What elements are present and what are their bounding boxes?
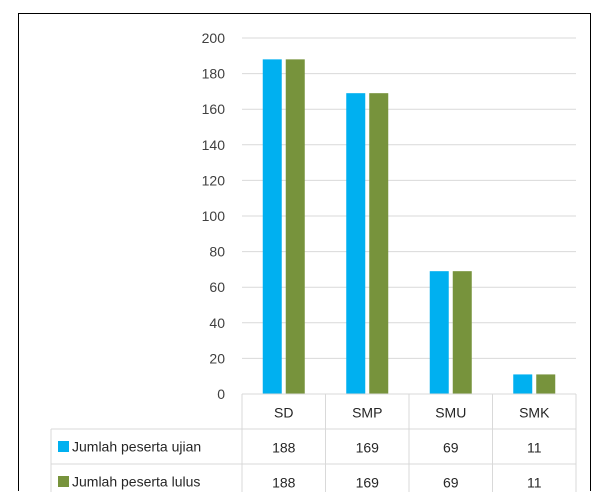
y-tick-label: 100 bbox=[202, 208, 226, 224]
y-axis: 0 20 40 60 80 100 120 140 160 180 200 bbox=[202, 30, 226, 402]
legend-swatch bbox=[58, 441, 69, 452]
chart-frame: 0 20 40 60 80 100 120 140 160 180 200 SD SMP SMU SMK J… bbox=[18, 13, 591, 492]
data-table-value: 188 bbox=[272, 475, 296, 491]
data-table-value: 69 bbox=[443, 475, 459, 491]
data-table: SD SMP SMU SMK Jumlah peserta ujian 188 169 69 1… bbox=[50, 393, 577, 492]
y-tick-label: 0 bbox=[217, 386, 225, 402]
data-table-value: 11 bbox=[527, 440, 542, 456]
data-table-value: 11 bbox=[527, 475, 542, 491]
data-table-value: 69 bbox=[443, 440, 459, 456]
data-table-value: 169 bbox=[356, 440, 380, 456]
bar-ujian-smu bbox=[429, 271, 449, 394]
bar-lulus-smk bbox=[536, 374, 556, 394]
bar-lulus-smu bbox=[452, 271, 472, 394]
x-category-label: SMK bbox=[519, 405, 550, 421]
bar-lulus-smp bbox=[369, 93, 389, 395]
y-tick-label: 20 bbox=[209, 350, 225, 366]
y-tick-label: 120 bbox=[202, 172, 226, 188]
data-table-value: 188 bbox=[272, 440, 296, 456]
legend-label: Jumlah peserta lulus bbox=[72, 474, 200, 490]
y-tick-label: 80 bbox=[209, 244, 225, 260]
y-tick-label: 140 bbox=[202, 137, 226, 153]
data-table-value: 169 bbox=[356, 475, 380, 491]
y-tick-label: 40 bbox=[209, 315, 225, 331]
bars bbox=[262, 59, 556, 395]
x-category-label: SMU bbox=[435, 405, 466, 421]
y-tick-label: 180 bbox=[202, 66, 226, 82]
bar-lulus-sd bbox=[285, 59, 305, 395]
bar-ujian-smk bbox=[513, 374, 533, 394]
y-tick-label: 160 bbox=[202, 101, 226, 117]
bar-chart: 0 20 40 60 80 100 120 140 160 180 200 SD SMP SMU SMK J… bbox=[50, 30, 577, 492]
y-tick-label: 200 bbox=[202, 30, 226, 46]
bar-ujian-sd bbox=[262, 59, 282, 395]
bar-ujian-smp bbox=[346, 93, 366, 395]
legend-swatch bbox=[58, 476, 69, 487]
y-tick-label: 60 bbox=[209, 279, 225, 295]
x-category-label: SD bbox=[274, 405, 293, 421]
x-category-label: SMP bbox=[352, 405, 382, 421]
legend-label: Jumlah peserta ujian bbox=[72, 439, 201, 455]
